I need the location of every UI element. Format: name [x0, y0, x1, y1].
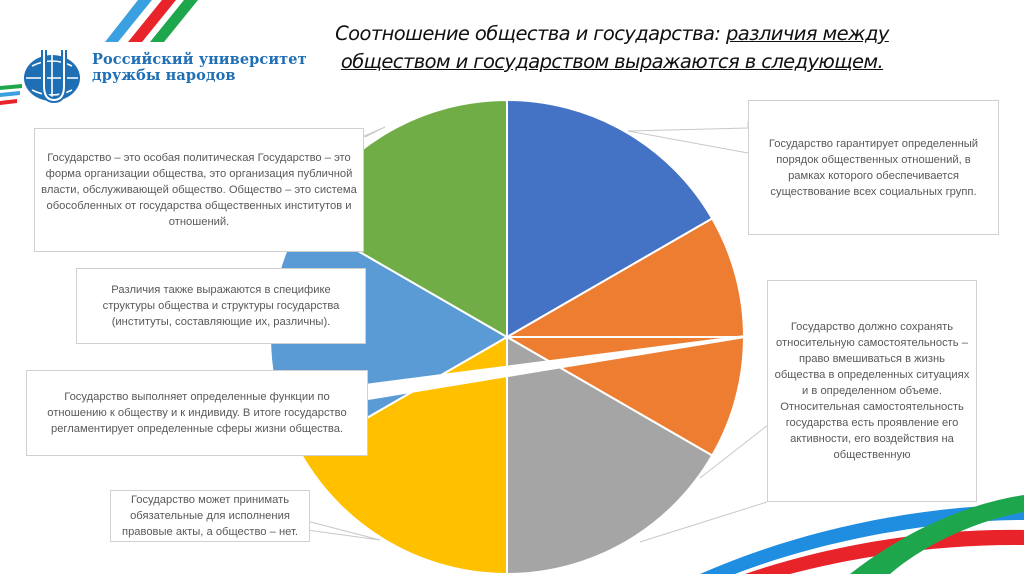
ribbon-blue-top [105, 0, 152, 42]
callout-orange: Государство должно сохранять относительн… [767, 280, 977, 502]
university-name-line1: Российский университет [92, 51, 307, 68]
callout-yellow-bottom: Государство может принимать обязательные… [110, 490, 310, 542]
ribbon-green-bottom [850, 495, 1024, 574]
callout-blue: Государство гарантирует определенный пор… [748, 100, 999, 235]
pie-slice-yellow[interactable] [300, 335, 508, 574]
callout-light-blue-text: Различия также выражаются в специфике ст… [102, 284, 340, 328]
ribbon-green-top [150, 0, 198, 42]
pie-slice-gray[interactable] [506, 335, 714, 574]
pie-slice-blue[interactable] [506, 98, 714, 339]
ribbon-red-top [128, 0, 176, 42]
callout-blue-text: Государство гарантирует определенный пор… [768, 137, 979, 198]
callout-yellow-bottom-text: Государство может принимать обязательные… [122, 494, 298, 538]
slide-title: Соотношение общества и государства: разл… [282, 20, 942, 76]
university-name-line2: дружбы народов [92, 67, 236, 84]
title-part1: Соотношение общества и государства: [335, 22, 726, 45]
university-name: Российский университет дружбы народов [92, 52, 307, 84]
title-line2: обществом и государством выражаются в сл… [340, 50, 884, 73]
callout-green: Государство – это особая политическая Го… [34, 128, 364, 252]
callout-leader-wedge [365, 335, 745, 400]
callout-orange-text: Государство должно сохранять относительн… [774, 321, 970, 461]
callout-green-text: Государство – это особая политическая Го… [41, 152, 357, 228]
callout-yellow-top-text: Государство выполняет определенные функц… [47, 391, 347, 435]
title-part2: различия между [725, 22, 889, 45]
callout-light-blue: Различия также выражаются в специфике ст… [76, 268, 366, 344]
pie-slice-orange-1[interactable] [503, 217, 746, 338]
callout-yellow-top: Государство выполняет определенные функц… [26, 370, 368, 456]
